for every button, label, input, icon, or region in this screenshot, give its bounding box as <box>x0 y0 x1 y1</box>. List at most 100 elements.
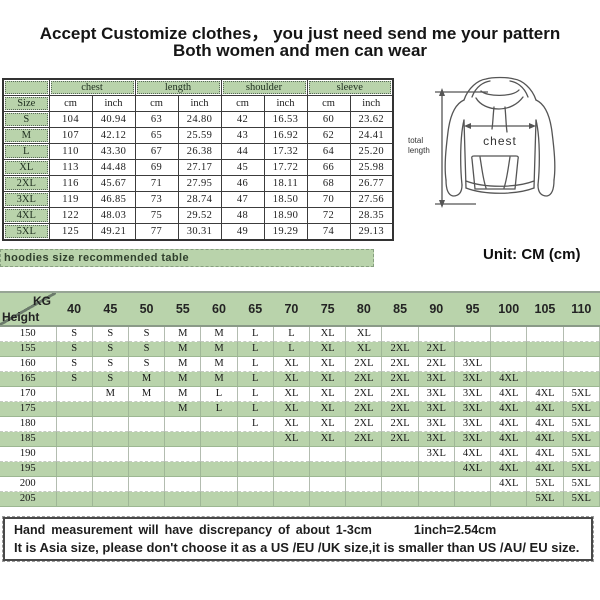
height-row: 195 4XL 4XL 4XL 5XL <box>0 461 600 477</box>
recommended-size-cell: S <box>56 341 93 357</box>
group-header-cell: length <box>134 78 222 96</box>
green-label-bar: S <box>5 113 48 126</box>
recommended-size-cell: M <box>200 356 238 372</box>
recommended-size-cell <box>526 356 564 372</box>
weight-header-cell: 75 <box>309 291 346 327</box>
recommended-size-cell <box>273 476 311 492</box>
recommended-size-cell: 2XL <box>381 356 419 372</box>
recommended-size-cell <box>237 446 274 462</box>
measurement-value-cell: 48.03 <box>91 207 136 224</box>
recommend-table-banner: hoodies size recommended table <box>0 249 374 267</box>
recommended-size-cell <box>56 491 93 507</box>
recommended-size-cell <box>381 476 419 492</box>
unit-header-row: Size cm inch cm inch cm inch cm inch <box>2 95 394 112</box>
recommended-size-cell <box>200 431 238 447</box>
recommended-size-cell: XL <box>309 431 347 447</box>
weight-header-cell: 110 <box>563 291 600 327</box>
recommended-size-cell: 4XL <box>526 461 564 477</box>
measurement-value-cell: 70 <box>306 191 351 208</box>
recommended-size-cell <box>56 401 93 417</box>
recommended-size-cell: 5XL <box>563 476 600 492</box>
recommended-size-cell: 3XL <box>418 386 455 402</box>
recommended-size-cell: 2XL <box>381 401 419 417</box>
recommended-size-cell <box>164 446 202 462</box>
recommended-size-cell <box>164 476 202 492</box>
recommended-size-cell <box>128 446 166 462</box>
recommended-size-cell <box>164 491 202 507</box>
weight-header-cell: 60 <box>200 291 238 327</box>
height-row: 180 L XL XL 2XL 2XL 3XL 3XL 4XL 4XL 5XL <box>0 416 600 432</box>
measurement-row: 2XL 116 45.67 71 27.95 46 18.11 68 26.77 <box>2 175 394 192</box>
recommended-size-cell: M <box>128 371 166 387</box>
recommended-size-cell: 2XL <box>418 356 455 372</box>
recommended-size-cell <box>563 356 600 372</box>
recommended-size-cell: S <box>56 356 93 372</box>
recommended-size-cell <box>92 491 129 507</box>
measurement-value-cell: 43 <box>220 127 265 144</box>
recommended-size-cell: XL <box>309 401 347 417</box>
weight-header-cell: 45 <box>92 291 129 327</box>
size-label-cell: S <box>2 111 50 128</box>
measurement-value-cell: 23.62 <box>349 111 394 128</box>
recommended-size-cell: L <box>200 386 238 402</box>
recommended-size-cell: 3XL <box>418 446 455 462</box>
recommended-size-cell <box>56 461 93 477</box>
size-label-cell: 3XL <box>2 191 50 208</box>
measurement-value-cell: 18.90 <box>263 207 308 224</box>
green-label-bar: XL <box>5 161 48 174</box>
measurement-value-cell: 26.77 <box>349 175 394 192</box>
recommended-size-cell <box>273 446 311 462</box>
height-value-cell: 205 <box>0 491 57 507</box>
recommended-size-cell: 3XL <box>418 431 455 447</box>
measurement-value-cell: 49 <box>220 223 265 241</box>
recommended-size-cell: S <box>128 341 166 357</box>
recommended-size-cell: 5XL <box>563 401 600 417</box>
measurement-value-cell: 24.41 <box>349 127 394 144</box>
measurement-value-cell: 74 <box>306 223 351 241</box>
recommended-size-cell: 4XL <box>490 431 528 447</box>
recommended-size-cell: 3XL <box>418 371 455 387</box>
recommended-size-cell: M <box>164 371 202 387</box>
height-value-cell: 185 <box>0 431 57 447</box>
recommended-size-cell: M <box>164 356 202 372</box>
measurement-value-cell: 28.74 <box>177 191 222 208</box>
height-row: 165 S S M M M L XL XL 2XL 2XL 3XL 3XL 4XL <box>0 371 600 387</box>
recommended-size-cell <box>200 446 238 462</box>
height-row: 175 M L L XL XL 2XL 2XL 3XL 3XL 4XL 4XL 5XL <box>0 401 600 417</box>
measurement-value-cell: 17.72 <box>263 159 308 176</box>
recommended-size-cell: M <box>200 371 238 387</box>
recommended-size-cell: XL <box>273 401 311 417</box>
recommended-size-cell: 4XL <box>454 446 492 462</box>
recommended-size-cell: 3XL <box>454 401 492 417</box>
size-recommendation-table: KG Height 40 45 50 55 60 65 70 75 80 85 90 95 100 105 11… <box>0 291 600 507</box>
recommended-size-cell: XL <box>309 371 347 387</box>
measurement-value-cell: 67 <box>134 143 179 160</box>
green-label-bar: 5XL <box>5 225 48 238</box>
recommended-size-cell <box>418 476 455 492</box>
height-value-cell: 165 <box>0 371 57 387</box>
weight-header-cell: 65 <box>237 291 274 327</box>
recommended-size-cell: 5XL <box>563 431 600 447</box>
height-row: 170 M M M L L XL XL 2XL 2XL 3XL 3XL 4XL 4XL 5XL <box>0 386 600 402</box>
green-label-bar: 3XL <box>5 193 48 206</box>
recommended-size-cell: 4XL <box>526 401 564 417</box>
kg-height-corner-cell: KG Height <box>0 291 56 327</box>
measurement-value-cell: 26.38 <box>177 143 222 160</box>
recommended-size-cell: S <box>92 371 129 387</box>
measurement-row: XL 113 44.48 69 27.17 45 17.72 66 25.98 <box>2 159 394 176</box>
measurement-value-cell: 113 <box>48 159 93 176</box>
recommended-size-cell: 4XL <box>490 416 528 432</box>
recommended-size-cell <box>128 461 166 477</box>
measurement-value-cell: 43.30 <box>91 143 136 160</box>
height-row: 185 XL XL 2XL 2XL 3XL 3XL 4XL 4XL 5XL <box>0 431 600 447</box>
measurement-value-cell: 19.29 <box>263 223 308 241</box>
recommended-size-cell <box>454 491 492 507</box>
recommended-size-cell: 2XL <box>381 371 419 387</box>
recommended-size-cell <box>490 491 528 507</box>
measurement-value-cell: 45 <box>220 159 265 176</box>
measurement-value-cell: 16.53 <box>263 111 308 128</box>
weight-header-cell: 105 <box>526 291 564 327</box>
hoodie-outline-icon <box>444 76 556 197</box>
recommended-size-cell <box>56 416 93 432</box>
measurement-value-cell: 46 <box>220 175 265 192</box>
